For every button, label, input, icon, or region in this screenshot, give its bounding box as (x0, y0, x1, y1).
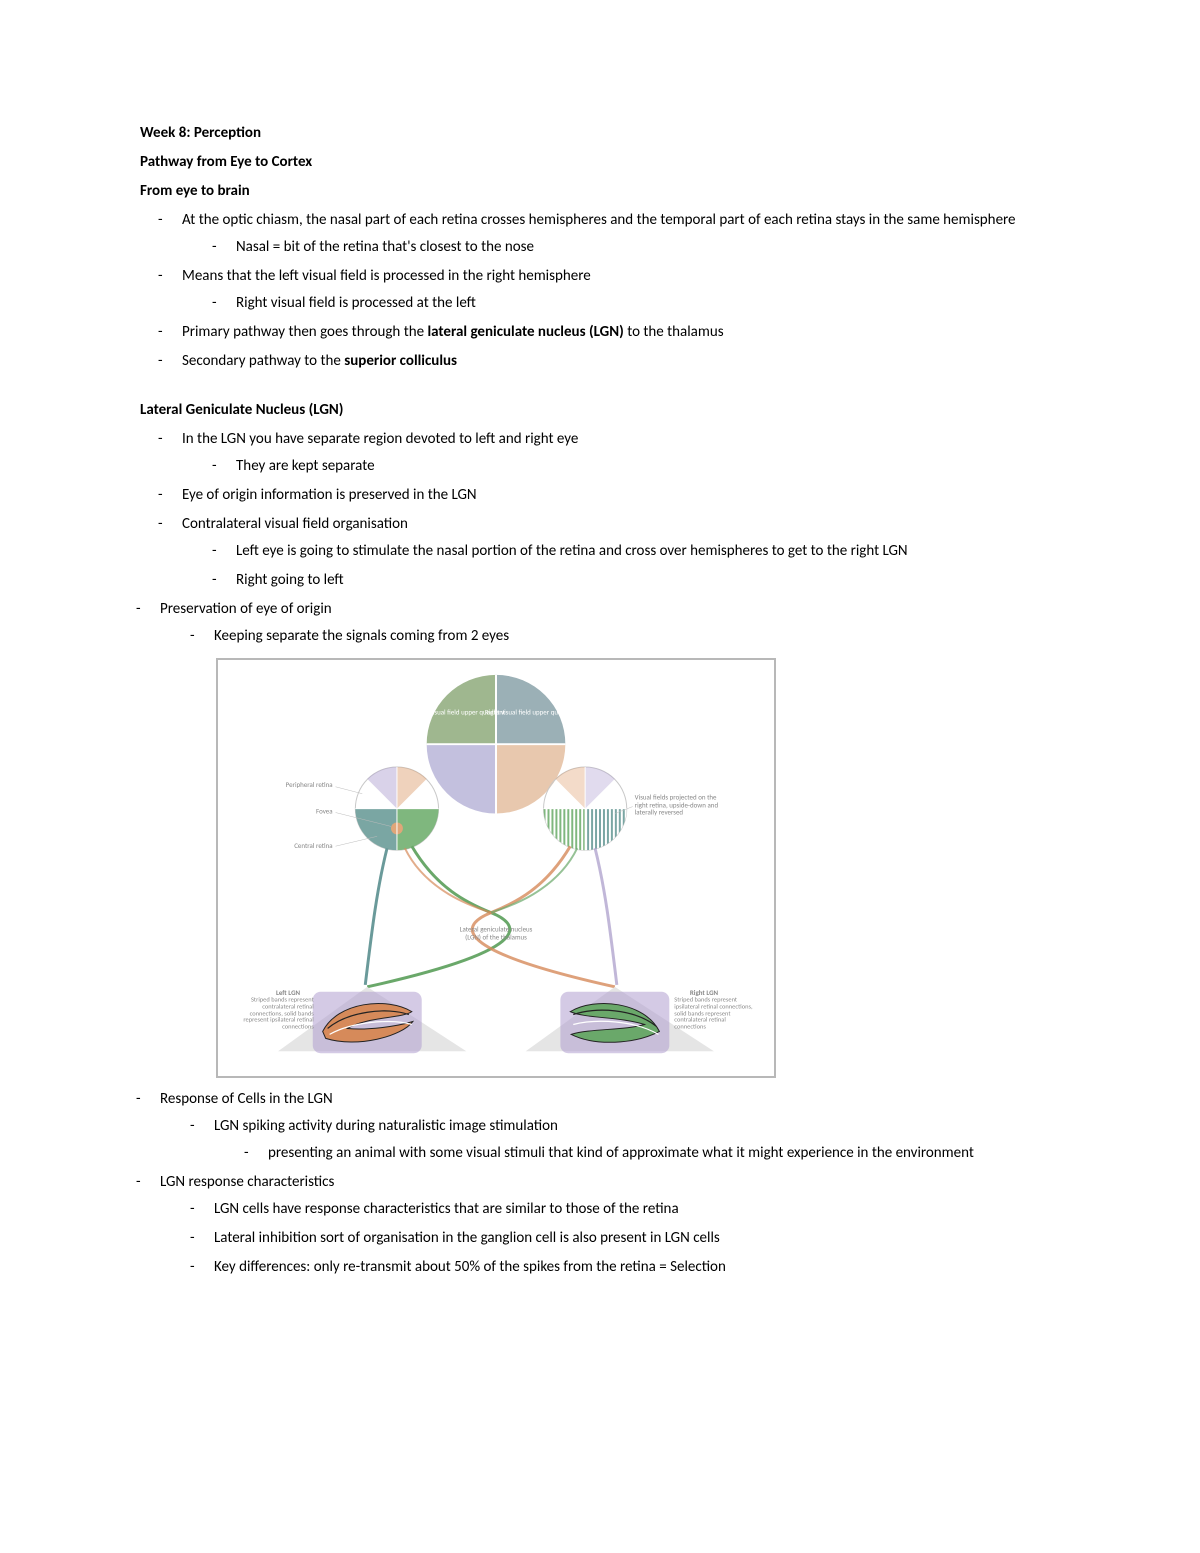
label-chiasm: Lateral geniculate nucleus (LGN) of the … (459, 925, 532, 940)
item: LGN spiking activity during naturalistic… (214, 1113, 1060, 1167)
heading-eye-to-brain: From eye to brain (140, 178, 1060, 205)
label-left-lgn: Left LGN (276, 988, 301, 997)
text: Secondary pathway to the (182, 352, 344, 370)
item: Response of Cells in the LGN LGN spiking… (160, 1086, 1060, 1167)
item: Left eye is going to stimulate the nasal… (236, 538, 1060, 565)
text: Contralateral visual field organisation (182, 515, 408, 533)
item: Eye of origin information is preserved i… (182, 482, 1060, 509)
item: Nasal = bit of the retina that's closest… (236, 234, 1060, 261)
label-right-lgn-sub: Striped bands represent ipsilateral reti… (674, 997, 755, 1031)
text-bold: superior colliculus (344, 352, 457, 370)
label-vf-ur: Right visual field upper quadrant (485, 707, 577, 716)
list-lgn-response: Response of Cells in the LGN LGN spiking… (140, 1086, 1060, 1281)
left-lgn (313, 992, 422, 1053)
item: They are kept separate (236, 453, 1060, 480)
item: Primary pathway then goes through the la… (182, 319, 1060, 346)
item: Key differences: only re-transmit about … (214, 1254, 1060, 1281)
list-lgn-outdent: Preservation of eye of origin Keeping se… (140, 596, 1060, 650)
list-eye-to-brain: At the optic chiasm, the nasal part of e… (140, 207, 1060, 375)
item: Lateral inhibition sort of organisation … (214, 1225, 1060, 1252)
label-left-lgn-sub: Striped bands represent contralateral re… (236, 997, 313, 1031)
item: At the optic chiasm, the nasal part of e… (182, 207, 1060, 261)
item: Means that the left visual field is proc… (182, 263, 1060, 317)
item: Right going to left (236, 567, 1060, 594)
text: Response of Cells in the LGN (160, 1090, 333, 1108)
text: LGN spiking activity during naturalistic… (214, 1117, 558, 1135)
right-lgn (560, 992, 669, 1053)
heading-lgn: Lateral Geniculate Nucleus (LGN) (140, 397, 1060, 424)
item: In the LGN you have separate region devo… (182, 426, 1060, 480)
item: presenting an animal with some visual st… (268, 1140, 1060, 1167)
label-vf-right: Visual fields projected on the right ret… (635, 794, 724, 817)
heading-pathway: Pathway from Eye to Cortex (140, 149, 1060, 176)
item: Secondary pathway to the superior collic… (182, 348, 1060, 375)
item: Preservation of eye of origin Keeping se… (160, 596, 1060, 650)
item: Keeping separate the signals coming from… (214, 623, 1060, 650)
text: ptic chiasm, the nasal part of each reti… (230, 211, 1015, 229)
heading-week: Week 8: Perception (140, 120, 1060, 147)
right-eye (544, 767, 627, 850)
visual-pathway-diagram: Left visual field upper quadrant Right v… (216, 658, 776, 1078)
text: LGN response characteristics (160, 1173, 334, 1191)
visual-field-circle (427, 675, 566, 814)
label-central: Central retina (294, 841, 332, 850)
label-fovea: Fovea (316, 807, 333, 816)
optic-pathways (365, 846, 617, 987)
vf-lower-right (496, 744, 565, 813)
text-bold: lateral geniculate nucleus (LGN) (427, 323, 623, 341)
text: At the o (182, 211, 230, 229)
text: In the LGN you have separate region devo… (182, 430, 578, 448)
item: Contralateral visual field organisation … (182, 511, 1060, 594)
item: Right visual field is processed at the l… (236, 290, 1060, 317)
left-eye (355, 767, 438, 850)
text: Means that the left visual field is proc… (182, 267, 591, 285)
list-lgn: In the LGN you have separate region devo… (140, 426, 1060, 594)
item: LGN cells have response characteristics … (214, 1196, 1060, 1223)
text: Primary pathway then goes through the (182, 323, 427, 341)
vf-lower-left (427, 744, 496, 813)
text: Preservation of eye of origin (160, 600, 332, 618)
label-peripheral: Peripheral retina (286, 780, 333, 789)
diagram-svg: Left visual field upper quadrant Right v… (218, 660, 774, 1076)
item: LGN response characteristics LGN cells h… (160, 1169, 1060, 1281)
text: to the thalamus (624, 323, 724, 341)
label-right-lgn: Right LGN (690, 988, 719, 997)
